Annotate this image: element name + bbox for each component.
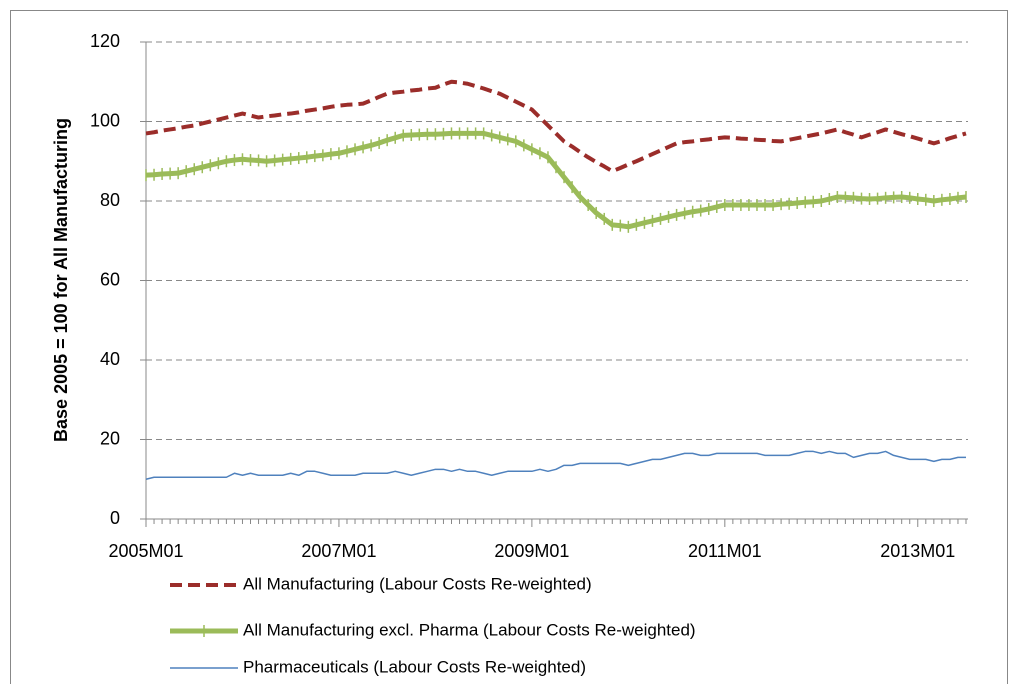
- legend: All Manufacturing (Labour Costs Re-weigh…: [170, 574, 696, 676]
- y-tick-label: 80: [100, 190, 120, 210]
- y-tick-label: 120: [90, 31, 120, 51]
- series-line: [145, 130, 967, 230]
- y-tick-label: 100: [90, 110, 120, 130]
- legend-label: Pharmaceuticals (Labour Costs Re-weighte…: [243, 657, 586, 676]
- x-tick-label: 2011M01: [688, 541, 762, 561]
- legend-label: All Manufacturing excl. Pharma (Labour C…: [243, 620, 696, 639]
- y-tick-label: 60: [100, 269, 120, 289]
- y-tick-label: 0: [110, 508, 120, 528]
- series-line: [145, 79, 967, 174]
- x-tick-label: 2013M01: [880, 541, 955, 561]
- y-tick-label: 20: [100, 428, 120, 448]
- x-tick-label: 2007M01: [301, 541, 376, 561]
- legend-label: All Manufacturing (Labour Costs Re-weigh…: [243, 574, 592, 593]
- y-tick-label: 40: [100, 349, 120, 369]
- x-tick-label: 2005M01: [108, 541, 183, 561]
- y-axis-label: Base 2005 = 100 for All Manufacturing: [51, 118, 71, 442]
- chart-border: [10, 10, 1008, 684]
- series-line: [145, 450, 966, 480]
- x-tick-label: 2009M01: [494, 541, 569, 561]
